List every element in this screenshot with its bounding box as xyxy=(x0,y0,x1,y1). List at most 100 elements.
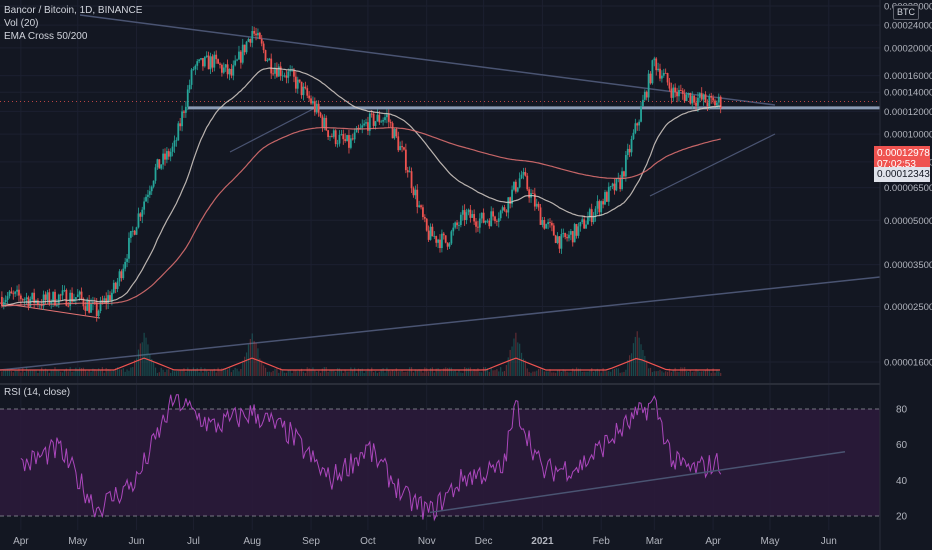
candle-body xyxy=(249,39,252,43)
current-price-value: 0.00012978 xyxy=(877,148,930,159)
volume-bar xyxy=(230,372,232,376)
volume-bar xyxy=(382,368,384,376)
volume-bar xyxy=(428,371,430,376)
volume-bar xyxy=(251,333,253,376)
candle-body xyxy=(321,116,324,128)
volume-bar xyxy=(111,371,113,376)
candle-body xyxy=(222,67,225,73)
symbol-title[interactable]: Bancor / Bitcoin, 1D, BINANCE xyxy=(4,5,143,16)
rsi-indicator-label[interactable]: RSI (14, close) xyxy=(4,387,71,398)
candle-body xyxy=(509,197,512,204)
volume-bar xyxy=(570,372,572,376)
volume-bar xyxy=(488,371,490,376)
candle-body xyxy=(338,134,341,144)
candle-body xyxy=(676,92,678,97)
ema-indicator-label[interactable]: EMA Cross 50/200 xyxy=(4,31,88,42)
volume-bar xyxy=(217,367,219,376)
rsi-line xyxy=(20,394,722,522)
volume-bar xyxy=(319,372,322,376)
rsi-tick-label: 20 xyxy=(896,512,908,523)
candle-body xyxy=(84,306,87,311)
price-tick-label: 0.00016000 xyxy=(884,71,932,82)
volume-bar xyxy=(653,371,655,376)
candle-body xyxy=(469,209,472,218)
volume-bar xyxy=(433,372,435,376)
volume-bar xyxy=(568,372,570,376)
volume-bar xyxy=(591,368,593,376)
candle-body xyxy=(315,103,318,113)
volume-bar xyxy=(524,360,526,376)
candle-body xyxy=(131,230,134,232)
candle-body xyxy=(623,171,625,177)
volume-bar xyxy=(124,371,126,376)
time-tick-label: Dec xyxy=(475,536,493,547)
candle-body xyxy=(194,65,197,70)
candle-body xyxy=(202,58,204,67)
candle-body xyxy=(207,55,210,70)
candle-body xyxy=(395,128,398,137)
volume-bar xyxy=(403,371,405,376)
candle-body xyxy=(697,97,699,106)
candle-body xyxy=(621,171,623,189)
volume-bar xyxy=(291,372,293,376)
volume-bar xyxy=(465,367,468,376)
volume-bar xyxy=(24,372,26,376)
candle-body xyxy=(257,32,259,36)
candle-body xyxy=(579,222,582,227)
candle-body xyxy=(712,97,715,101)
candle-body xyxy=(308,95,311,99)
volume-bar xyxy=(226,369,229,376)
volume-bar xyxy=(323,367,325,376)
candle-body xyxy=(391,123,394,139)
volume-bar xyxy=(539,368,542,376)
volume-bar xyxy=(378,371,380,376)
candle-body xyxy=(313,101,316,113)
volume-bar xyxy=(680,367,682,376)
candle-body xyxy=(266,60,269,62)
candle-body xyxy=(497,218,500,222)
ema-200-line xyxy=(1,127,721,307)
candle-body xyxy=(211,56,214,68)
volume-bar xyxy=(209,369,212,376)
candle-body xyxy=(44,294,47,300)
volume-bar xyxy=(464,367,466,376)
candle-body xyxy=(609,186,612,188)
volume-indicator-label[interactable]: Vol (20) xyxy=(4,18,39,29)
volume-bar xyxy=(445,367,447,376)
volume-bar xyxy=(712,368,714,376)
candle-body xyxy=(173,140,176,147)
candle-body xyxy=(433,236,436,237)
candle-body xyxy=(594,208,597,216)
candle-body xyxy=(643,91,646,100)
candle-body xyxy=(133,230,136,235)
volume-bar xyxy=(424,367,426,376)
volume-bar xyxy=(501,371,504,376)
candle-body xyxy=(128,237,130,259)
candle-body xyxy=(429,226,432,240)
candle-body xyxy=(533,193,536,207)
volume-bar xyxy=(456,372,458,376)
volume-bar xyxy=(490,367,492,376)
candle-body xyxy=(190,69,193,85)
candle-body xyxy=(97,310,100,317)
volume-bar xyxy=(242,360,244,376)
candle-body xyxy=(588,209,591,218)
time-axis[interactable]: Apr May Jun Jul Aug Sep Oct Nov Dec 2021 Feb Mar Apr… xyxy=(13,536,837,547)
volume-bar xyxy=(109,369,111,376)
volume-bar xyxy=(611,369,614,376)
candle-body xyxy=(664,72,667,74)
volume-bar xyxy=(526,368,528,376)
candle-body xyxy=(575,224,578,236)
candle-body xyxy=(21,299,24,301)
volume-bar xyxy=(3,369,5,376)
volume-bar xyxy=(481,372,483,376)
volume-bar xyxy=(429,368,432,376)
candle-body xyxy=(57,294,60,305)
currency-badge[interactable]: BTC xyxy=(893,5,919,20)
volume-bar xyxy=(268,371,270,376)
candle-body xyxy=(228,68,231,75)
volume-bar xyxy=(240,369,242,376)
volume-bar xyxy=(536,370,538,376)
volume-bar xyxy=(355,372,358,376)
